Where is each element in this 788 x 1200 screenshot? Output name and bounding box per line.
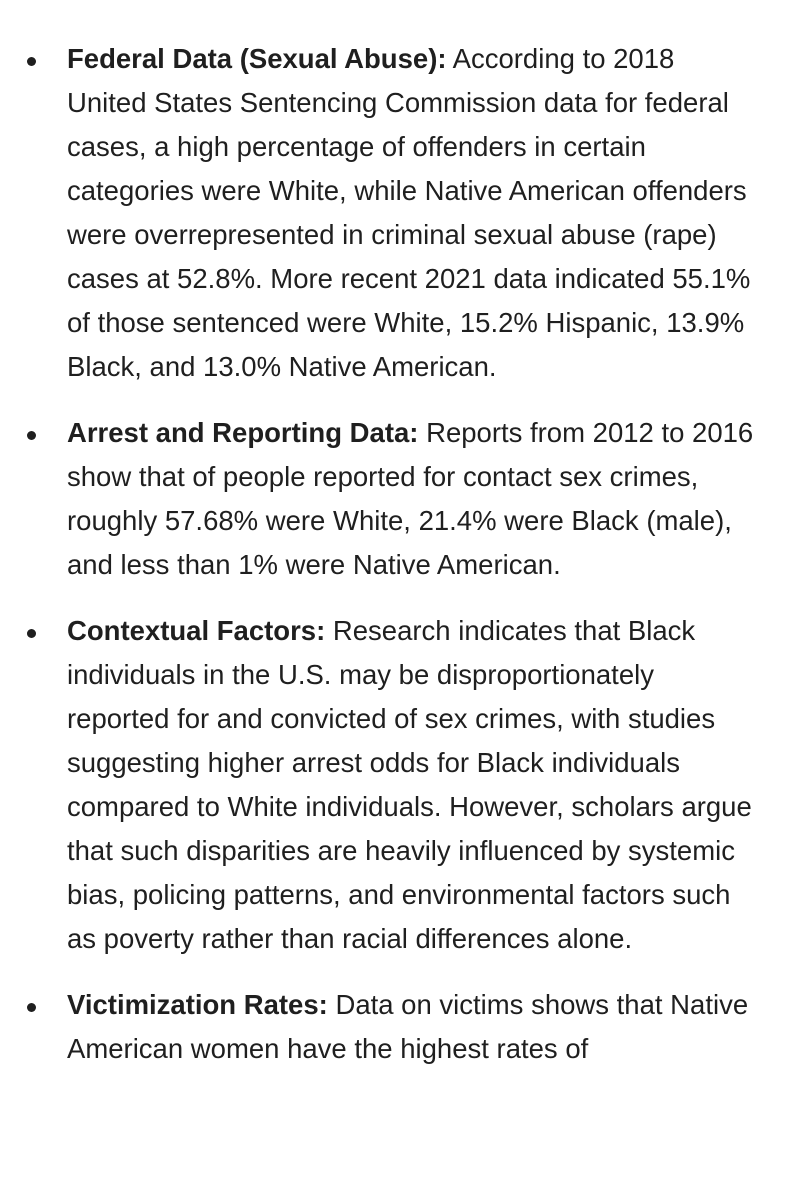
- list-item-text: According to 2018 United States Sentenci…: [67, 43, 751, 382]
- bullet-list: Federal Data (Sexual Abuse): According t…: [0, 37, 788, 1093]
- list-item-victimization-rates: Victimization Rates: Data on victims sho…: [0, 983, 788, 1071]
- list-item-heading: Arrest and Reporting Data:: [67, 417, 419, 448]
- list-item-text: Data on victims shows that Native Americ…: [67, 989, 749, 1064]
- list-item-heading: Victimization Rates:: [67, 989, 328, 1020]
- list-item-heading: Federal Data (Sexual Abuse):: [67, 43, 447, 74]
- list-item-text: Reports from 2012 to 2016 show that of p…: [67, 417, 754, 580]
- list-item-contextual-factors: Contextual Factors: Research indicates t…: [0, 609, 788, 961]
- bullet-dot: [27, 431, 36, 440]
- list-item-heading: Contextual Factors:: [67, 615, 326, 646]
- bullet-dot: [27, 1003, 36, 1012]
- list-item-federal-data: Federal Data (Sexual Abuse): According t…: [0, 37, 788, 389]
- bullet-dot: [27, 57, 36, 66]
- bullet-dot: [27, 629, 36, 638]
- list-item-arrest-data: Arrest and Reporting Data: Reports from …: [0, 411, 788, 587]
- list-item-text: Research indicates that Black individual…: [67, 615, 752, 954]
